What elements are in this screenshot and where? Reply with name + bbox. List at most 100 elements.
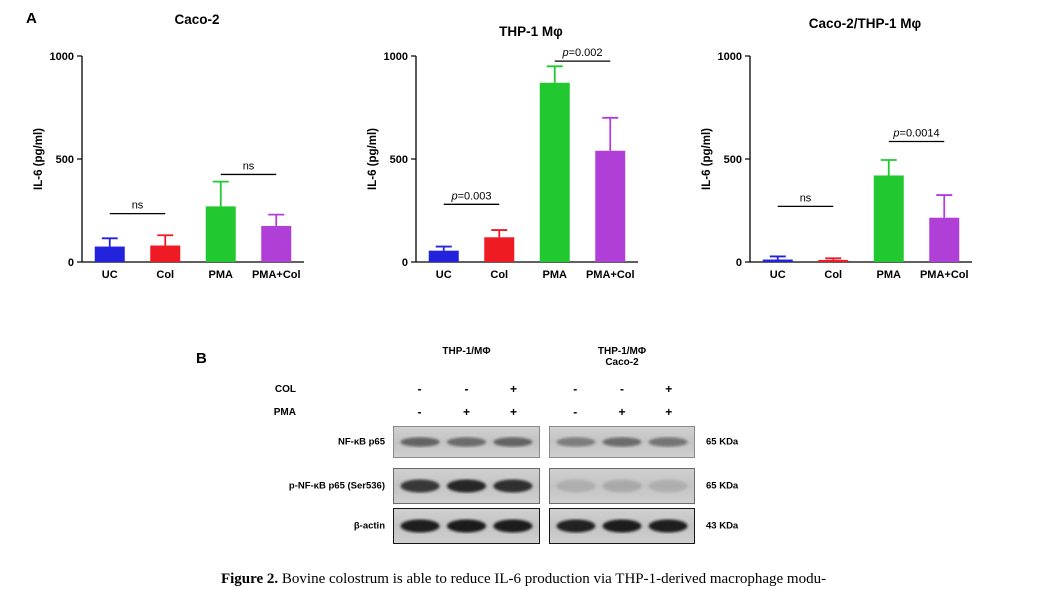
y-tick-label: 0 <box>68 257 74 269</box>
treatment-row-col: COL - - + - - + <box>196 382 766 397</box>
category-label: UC <box>770 269 786 281</box>
treatment-symbol: + <box>665 382 673 396</box>
category-label: PMA+Col <box>920 269 969 281</box>
bar-UC <box>94 246 125 262</box>
bar-UC <box>428 250 459 262</box>
treatment-label-col: COL <box>274 384 296 395</box>
treatment-symbol: - <box>620 382 624 396</box>
y-tick-label: 500 <box>724 154 742 166</box>
chart-title: THP-1 Mφ <box>499 24 563 39</box>
chart-caco2: Caco-2 0 500 1000 IL-6 (pg/ml) UC Col PMA PMA+C… <box>26 8 338 290</box>
category-label: PMA <box>209 269 234 281</box>
y-tick-label: 500 <box>390 154 408 166</box>
kda-label: 65 KDa <box>706 480 739 492</box>
bar-PMA+Col <box>261 225 292 262</box>
y-axis-label: IL-6 (pg/ml) <box>701 128 713 190</box>
gel-image <box>550 509 694 543</box>
chart-plot: 0 500 1000 IL-6 (pg/ml) UC Col PMA PMA+Col ns ns <box>26 38 338 290</box>
category-label: Col <box>824 269 842 281</box>
panel-b-label: B <box>196 350 207 367</box>
caption-text: Bovine colostrum is able to reduce IL-6 … <box>281 571 827 587</box>
y-tick-label: 500 <box>56 154 74 166</box>
y-axis-label: IL-6 (pg/ml) <box>33 128 45 190</box>
gel-strip <box>549 508 695 544</box>
panel-a-label: A <box>26 10 37 27</box>
blot-row-nfkb-p65: NF-κB p65 65 KDa <box>196 426 766 458</box>
bar-Col <box>818 259 849 262</box>
gel-strip <box>393 468 540 504</box>
protein-band <box>446 437 487 447</box>
bar-Col <box>150 245 181 262</box>
treatment-symbol: + <box>462 405 471 419</box>
category-label: Col <box>490 269 508 281</box>
category-label: UC <box>436 269 452 281</box>
protein-band <box>602 437 642 447</box>
treatment-label-pma: PMA <box>273 407 296 418</box>
y-tick-label: 0 <box>736 257 742 269</box>
protein-band <box>446 519 487 533</box>
caption-label: Figure 2. <box>220 571 279 587</box>
chart-thp1: THP-1 Mφ 0 500 1000 IL-6 (pg/ml) UC Col PMA PMA… <box>360 8 672 290</box>
chart-plot: 0 500 1000 IL-6 (pg/ml) UC Col PMA PMA+Col ns p=0… <box>694 38 1006 290</box>
kda-label: 43 KDa <box>706 520 739 532</box>
treatment-row-pma: PMA - + + - + + <box>196 405 766 420</box>
treatment-symbol: - <box>464 382 469 396</box>
y-axis-label: IL-6 (pg/ml) <box>367 128 379 190</box>
treatment-symbol: - <box>417 405 422 419</box>
chart-caco2-thp1: Caco-2/THP-1 Mφ 0 500 1000 IL-6 (pg/ml) UC Co… <box>694 8 1006 290</box>
blot-label: NF-κB p65 <box>338 436 385 448</box>
treatment-symbol: + <box>510 382 518 396</box>
protein-band <box>400 437 440 447</box>
chart-svg: 0 500 1000 IL-6 (pg/ml) UC Col PMA PMA+Col ns ns <box>33 51 304 281</box>
gel-strip <box>549 426 695 458</box>
y-tick-label: 1000 <box>50 51 74 63</box>
protein-band <box>400 519 440 533</box>
gel-image <box>394 427 539 457</box>
chart-title: Caco-2 <box>174 12 220 27</box>
treatment-symbol: + <box>618 405 626 419</box>
significance-label: ns <box>243 160 255 172</box>
protein-band <box>556 519 596 533</box>
kda-label: 65 KDa <box>706 436 739 448</box>
treatment-symbol: - <box>573 405 578 419</box>
chart-title: Caco-2/THP-1 Mφ <box>808 16 922 31</box>
significance-label: p=0.002 <box>561 47 602 59</box>
blot-group-title: THP-1/MΦ <box>597 346 647 357</box>
treatment-symbol: + <box>510 405 518 419</box>
protein-band <box>602 479 642 493</box>
protein-band <box>648 479 688 493</box>
blot-group-subtitle: Caco-2 <box>605 357 639 368</box>
gel-strip <box>549 468 695 504</box>
protein-band <box>556 437 596 447</box>
protein-band <box>556 479 596 493</box>
blot-label: p-NF-κB p65 (Ser536) <box>288 480 385 492</box>
blot-row-beta-actin: β-actin 43 KDa <box>196 508 766 544</box>
bar-Col <box>484 237 515 262</box>
bar-PMA <box>873 175 904 262</box>
bar-UC <box>762 259 793 262</box>
category-label: Col <box>156 269 174 281</box>
category-label: PMA <box>543 269 568 281</box>
significance-label: p=0.0014 <box>892 127 939 139</box>
chart-svg: 0 500 1000 IL-6 (pg/ml) UC Col PMA PMA+Col ns p=0… <box>701 51 972 281</box>
treatment-symbol: - <box>417 382 422 396</box>
protein-band <box>493 519 533 533</box>
significance-label: p=0.003 <box>450 190 491 202</box>
bar-PMA <box>205 206 236 262</box>
figure-caption: Figure 2. Bovine colostrum is able to re… <box>0 571 1047 588</box>
blot-row-p-nfkb-p65: p-NF-κB p65 (Ser536) 65 KDa <box>196 468 766 504</box>
blot-label: β-actin <box>353 520 385 532</box>
category-label: PMA+Col <box>252 269 301 281</box>
gel-image <box>394 469 539 503</box>
category-label: UC <box>102 269 118 281</box>
category-label: PMA <box>877 269 902 281</box>
significance-label: ns <box>800 192 812 204</box>
gel-image <box>394 509 539 543</box>
protein-band <box>400 479 440 493</box>
protein-band <box>648 519 688 533</box>
gel-image <box>550 469 694 503</box>
treatment-symbol: + <box>665 405 673 419</box>
protein-band <box>602 519 642 533</box>
gel-strip <box>393 426 540 458</box>
protein-band <box>446 479 487 493</box>
